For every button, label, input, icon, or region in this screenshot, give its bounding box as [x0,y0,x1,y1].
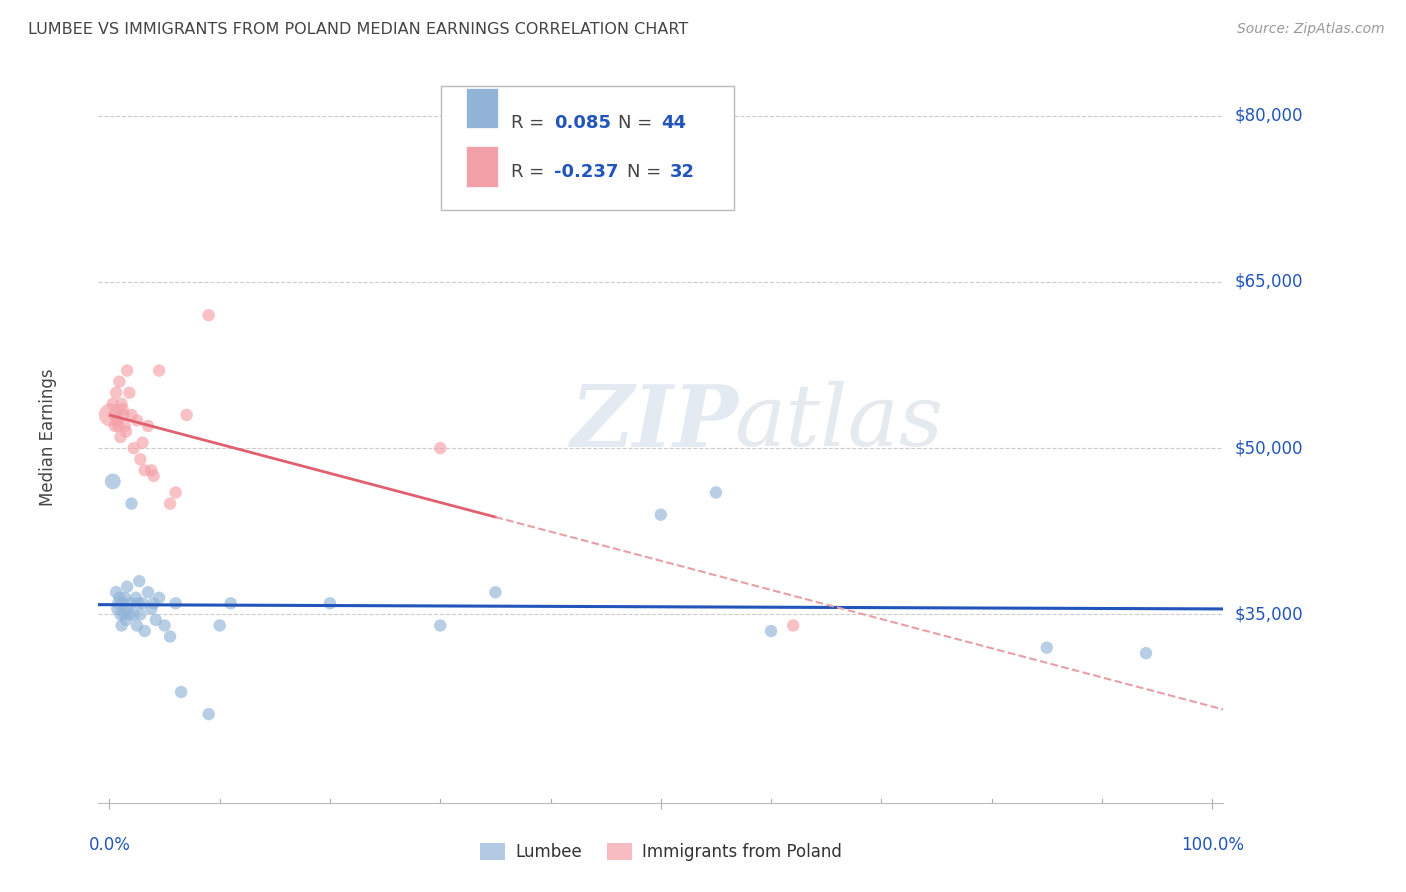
Point [111,596,134,610]
Point [125,413,148,427]
Point [110,607,132,622]
Point [118,607,141,622]
Text: $35,000: $35,000 [1234,606,1303,624]
Point [105,385,128,400]
Point [115,602,138,616]
Point [107,596,129,610]
Text: LUMBEE VS IMMIGRANTS FROM POLAND MEDIAN EARNINGS CORRELATION CHART: LUMBEE VS IMMIGRANTS FROM POLAND MEDIAN … [28,22,689,37]
Point [134,624,156,638]
Point [118,385,141,400]
Point [484,585,506,599]
Point [115,613,138,627]
Point [125,591,148,605]
Point [170,685,193,699]
Point [159,630,181,644]
Point [114,591,136,605]
Point [129,452,152,467]
Point [136,585,159,599]
Point [107,419,129,434]
Point [111,402,134,417]
Point [148,591,170,605]
Point [122,441,145,455]
Text: 32: 32 [669,163,695,181]
Point [120,596,142,610]
Point [704,485,727,500]
Point [136,419,159,434]
Point [101,397,124,411]
Text: $80,000: $80,000 [1234,107,1303,125]
Point [134,463,156,477]
Point [1135,646,1157,660]
FancyBboxPatch shape [467,146,498,186]
Text: $50,000: $50,000 [1234,439,1303,458]
Text: Source: ZipAtlas.com: Source: ZipAtlas.com [1237,22,1385,37]
Point [208,618,231,632]
Point [105,602,128,616]
FancyBboxPatch shape [441,86,734,211]
Point [141,602,163,616]
Point [650,508,672,522]
Point [105,413,128,427]
Point [115,425,138,439]
Point [128,574,150,589]
Point [429,441,451,455]
Point [110,397,132,411]
Text: 0.0%: 0.0% [89,836,131,854]
Point [101,475,124,489]
Point [1036,640,1059,655]
Point [142,468,165,483]
Point [142,596,165,610]
Point [141,463,163,477]
Text: ZIP: ZIP [571,381,738,464]
Point [127,596,149,610]
Point [165,596,187,610]
Point [105,585,128,599]
Point [197,707,219,722]
Point [110,430,132,444]
Point [114,419,136,434]
Point [131,435,153,450]
Legend: Lumbee, Immigrants from Poland: Lumbee, Immigrants from Poland [474,836,848,868]
Text: N =: N = [619,114,658,132]
Point [112,607,135,622]
Point [103,408,125,422]
Text: N =: N = [627,163,666,181]
Point [197,308,219,322]
Point [115,363,138,377]
Point [165,485,187,500]
Point [108,375,131,389]
Point [131,596,153,610]
Point [125,618,148,632]
Point [115,580,138,594]
Point [759,624,782,638]
Point [148,363,170,377]
Text: -0.237: -0.237 [554,163,619,181]
Text: Median Earnings: Median Earnings [39,368,56,506]
Point [104,419,127,434]
Point [219,596,242,610]
Point [145,613,167,627]
Point [110,618,132,632]
Text: $65,000: $65,000 [1234,273,1303,291]
Point [159,497,181,511]
Text: atlas: atlas [734,381,943,464]
Point [112,408,135,422]
Point [121,497,143,511]
Point [121,408,143,422]
Point [129,607,152,622]
Point [782,618,804,632]
Point [122,607,145,622]
Point [108,591,131,605]
FancyBboxPatch shape [467,88,498,128]
Point [319,596,342,610]
Point [100,408,122,422]
Text: R =: R = [512,163,550,181]
Text: 44: 44 [661,114,686,132]
Point [176,408,198,422]
Text: R =: R = [512,114,550,132]
Text: 100.0%: 100.0% [1181,836,1244,854]
Text: 0.085: 0.085 [554,114,612,132]
Point [429,618,451,632]
Point [153,618,176,632]
